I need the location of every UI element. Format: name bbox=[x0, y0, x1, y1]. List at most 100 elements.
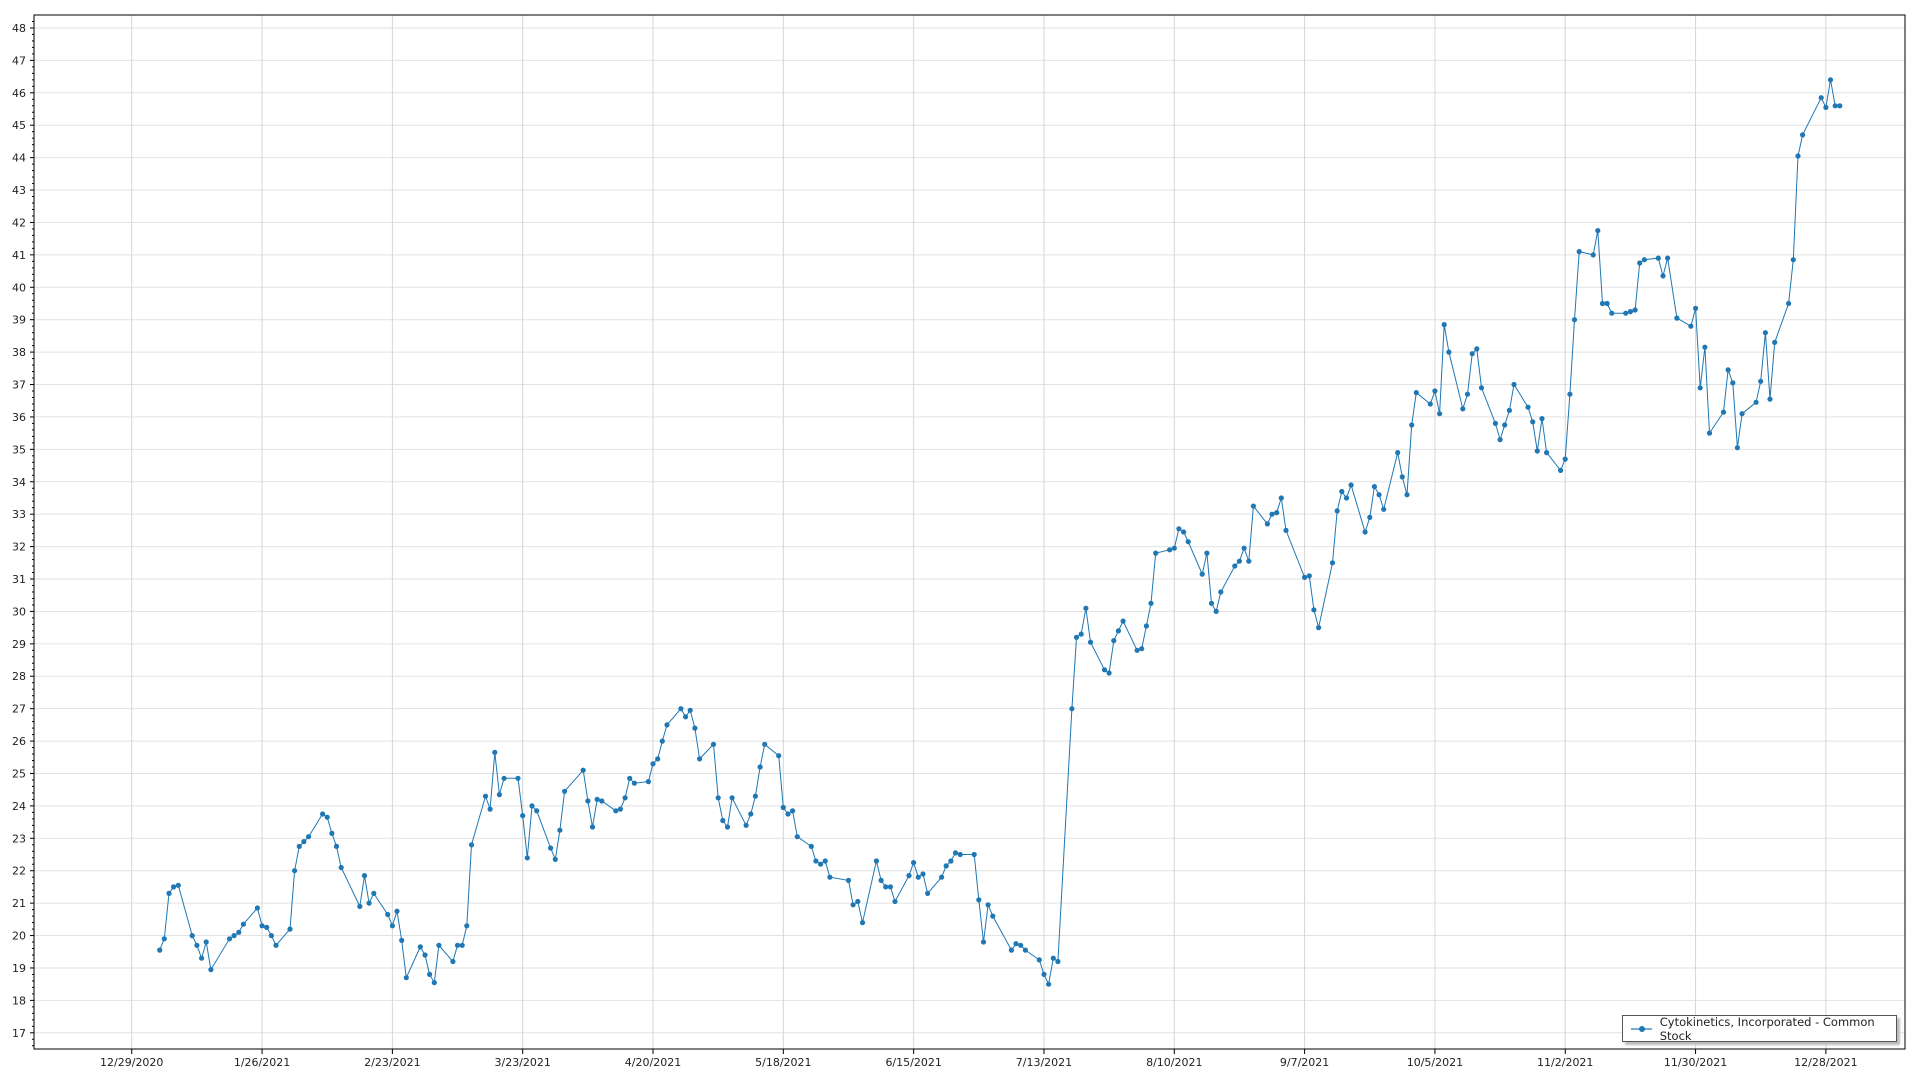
data-point bbox=[1623, 310, 1629, 316]
data-point bbox=[971, 851, 977, 858]
data-point bbox=[296, 843, 302, 850]
data-point bbox=[1348, 482, 1354, 488]
data-point bbox=[850, 902, 856, 908]
data-point bbox=[1800, 132, 1806, 138]
data-point bbox=[613, 808, 619, 814]
data-point bbox=[631, 780, 638, 786]
data-point bbox=[752, 793, 759, 799]
data-point bbox=[1641, 257, 1647, 263]
data-point bbox=[199, 955, 205, 961]
data-point bbox=[1655, 255, 1661, 261]
data-point bbox=[757, 764, 763, 770]
data-point bbox=[175, 882, 181, 888]
y-tick-label: 35 bbox=[12, 443, 26, 456]
x-tick-label: 9/7/2021 bbox=[1280, 1056, 1329, 1069]
data-point bbox=[1441, 322, 1447, 328]
data-point bbox=[1409, 422, 1415, 428]
data-point bbox=[692, 725, 698, 731]
data-point bbox=[1115, 628, 1121, 634]
x-tick-label: 11/2/2021 bbox=[1537, 1056, 1593, 1069]
data-point bbox=[911, 860, 917, 866]
data-point bbox=[1637, 260, 1643, 266]
data-point bbox=[1460, 406, 1466, 412]
data-point bbox=[301, 839, 307, 845]
data-point bbox=[1073, 634, 1080, 640]
data-point bbox=[1558, 467, 1564, 473]
data-point bbox=[157, 947, 163, 953]
data-point bbox=[1734, 445, 1740, 451]
data-point bbox=[1139, 646, 1145, 652]
y-tick-label: 24 bbox=[12, 800, 26, 813]
data-point bbox=[808, 843, 814, 850]
data-point bbox=[1181, 529, 1187, 535]
y-tick-label: 20 bbox=[12, 930, 26, 943]
data-point bbox=[1595, 228, 1601, 234]
data-point bbox=[1525, 404, 1531, 410]
data-point bbox=[454, 942, 461, 948]
legend: Cytokinetics, Incorporated - Common Stoc… bbox=[1622, 1015, 1897, 1043]
data-point bbox=[389, 923, 395, 929]
data-point bbox=[324, 814, 330, 820]
data-point bbox=[1464, 391, 1471, 397]
data-point bbox=[1767, 396, 1773, 402]
y-tick-label: 17 bbox=[12, 1027, 26, 1040]
data-point bbox=[333, 843, 340, 850]
data-point bbox=[645, 779, 652, 785]
data-point bbox=[1367, 514, 1373, 521]
data-point bbox=[520, 813, 526, 819]
data-point bbox=[338, 864, 344, 871]
data-point bbox=[985, 902, 991, 908]
data-point bbox=[1506, 407, 1512, 413]
data-point bbox=[1604, 300, 1610, 307]
x-tick-label: 1/26/2021 bbox=[234, 1056, 290, 1069]
data-point bbox=[1311, 607, 1317, 613]
data-point bbox=[1502, 422, 1508, 428]
data-point bbox=[1832, 103, 1838, 109]
data-point bbox=[320, 811, 326, 817]
y-tick-label: 37 bbox=[12, 379, 26, 392]
data-point bbox=[529, 803, 535, 809]
data-point bbox=[1753, 399, 1759, 405]
data-point bbox=[1213, 608, 1219, 615]
y-tick-label: 43 bbox=[12, 184, 26, 197]
data-point bbox=[264, 924, 270, 931]
data-point bbox=[422, 952, 428, 958]
y-tick-label: 22 bbox=[12, 865, 26, 878]
data-point bbox=[240, 921, 246, 927]
data-point bbox=[1111, 638, 1117, 644]
gridlines bbox=[34, 15, 1905, 1049]
data-point bbox=[1343, 495, 1350, 501]
data-point bbox=[594, 796, 600, 803]
data-point bbox=[496, 792, 502, 798]
y-tick-label: 25 bbox=[12, 767, 26, 780]
data-point bbox=[589, 824, 596, 830]
data-point bbox=[1758, 378, 1764, 384]
data-point bbox=[394, 908, 400, 914]
data-point bbox=[1790, 257, 1796, 263]
data-point bbox=[710, 741, 717, 747]
data-point bbox=[943, 863, 949, 869]
data-point bbox=[427, 971, 433, 978]
data-point bbox=[1022, 947, 1028, 953]
data-point bbox=[952, 850, 959, 856]
data-point bbox=[1590, 252, 1596, 258]
data-point bbox=[827, 874, 833, 880]
data-point bbox=[1264, 521, 1270, 527]
series-line bbox=[159, 79, 1840, 986]
data-point bbox=[925, 890, 931, 897]
data-point bbox=[990, 913, 996, 919]
data-point bbox=[1446, 349, 1452, 355]
data-point bbox=[818, 861, 824, 867]
data-point bbox=[1688, 323, 1694, 329]
data-point bbox=[1055, 958, 1061, 965]
data-point bbox=[534, 808, 540, 814]
data-point bbox=[1609, 310, 1615, 316]
data-point bbox=[436, 942, 442, 948]
data-point bbox=[171, 884, 177, 890]
data-point bbox=[1693, 305, 1699, 311]
data-point bbox=[403, 975, 409, 981]
data-point bbox=[1250, 503, 1256, 509]
data-point bbox=[1274, 509, 1280, 516]
data-point bbox=[361, 873, 368, 879]
x-tick-label: 7/13/2021 bbox=[1016, 1056, 1072, 1069]
